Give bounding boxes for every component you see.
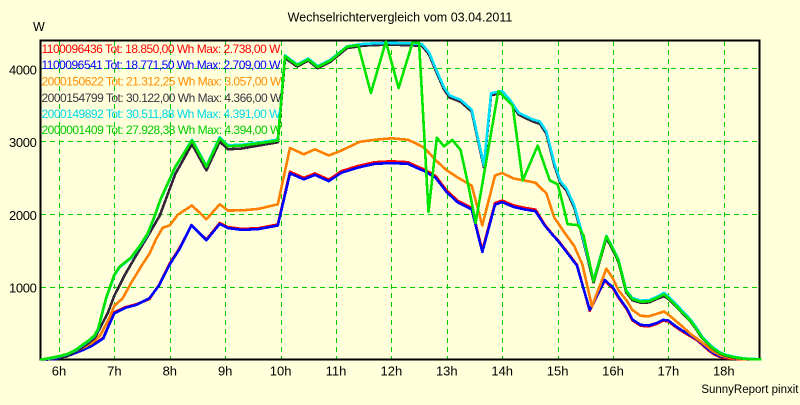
svg-text:2000154799 Tot: 30.122,00 Wh M: 2000154799 Tot: 30.122,00 Wh Max: 4.366,…: [42, 91, 282, 105]
svg-text:15h: 15h: [547, 364, 569, 379]
svg-text:2000149892 Tot: 30.511,88 Wh M: 2000149892 Tot: 30.511,88 Wh Max: 4.391,…: [42, 107, 282, 121]
svg-text:7h: 7h: [107, 364, 121, 379]
svg-text:10h: 10h: [270, 364, 292, 379]
svg-text:1000: 1000: [9, 281, 37, 296]
svg-text:Wechselrichtervergleich vom 03: Wechselrichtervergleich vom 03.04.2011: [288, 11, 513, 25]
svg-text:9h: 9h: [218, 364, 232, 379]
svg-text:8h: 8h: [163, 364, 177, 379]
svg-text:W: W: [33, 20, 45, 34]
svg-text:2000: 2000: [9, 208, 37, 223]
svg-text:2000001409 Tot: 27.928,38 Wh M: 2000001409 Tot: 27.928,38 Wh Max: 4.394,…: [42, 123, 282, 137]
svg-text:2000150622 Tot: 21.312,25 Wh M: 2000150622 Tot: 21.312,25 Wh Max: 3.057,…: [42, 75, 282, 89]
svg-text:18h: 18h: [713, 364, 735, 379]
svg-text:1100096436 Tot: 18.850,00 Wh M: 1100096436 Tot: 18.850,00 Wh Max: 2.738,…: [42, 42, 282, 56]
svg-text:11h: 11h: [326, 364, 347, 379]
svg-text:12h: 12h: [381, 364, 403, 379]
svg-text:17h: 17h: [658, 364, 680, 379]
svg-text:4000: 4000: [9, 62, 37, 77]
svg-text:SunnyReport pinxit: SunnyReport pinxit: [701, 384, 799, 396]
svg-text:3000: 3000: [9, 135, 37, 150]
svg-text:14h: 14h: [491, 364, 513, 379]
svg-text:16h: 16h: [602, 364, 624, 379]
svg-text:1100096541 Tot: 18.771,50 Wh M: 1100096541 Tot: 18.771,50 Wh Max: 2.709,…: [42, 58, 282, 72]
svg-text:13h: 13h: [436, 364, 458, 379]
svg-text:6h: 6h: [52, 364, 66, 379]
